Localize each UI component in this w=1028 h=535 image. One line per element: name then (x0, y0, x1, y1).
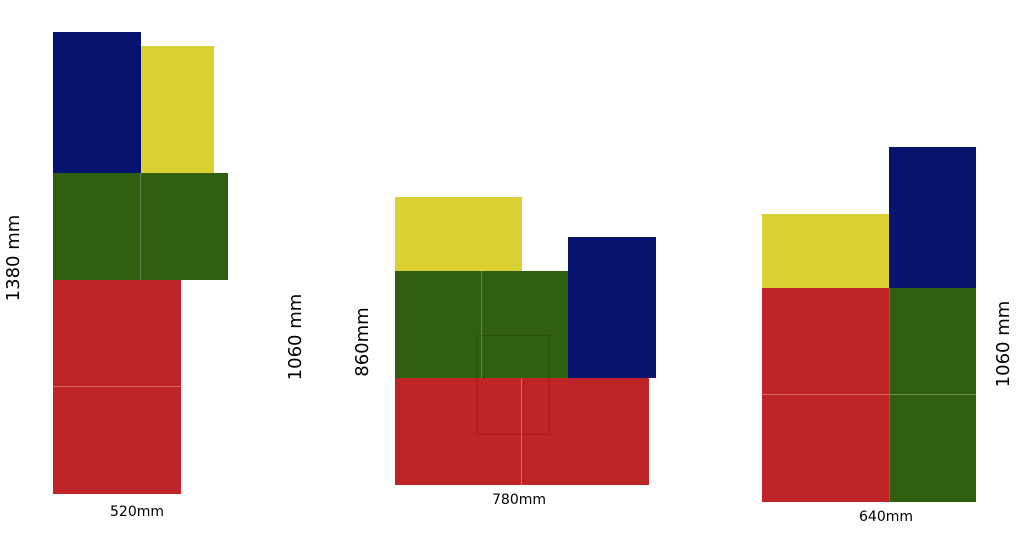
hidden-box-outline (477, 335, 550, 435)
height-label: 1380 mm (3, 214, 24, 302)
box-red (53, 280, 181, 387)
box-blue (53, 32, 141, 173)
box-green (482, 271, 568, 378)
box-blue (568, 237, 656, 378)
box-red (762, 395, 889, 502)
box-yellow (395, 197, 522, 271)
box-green (141, 173, 228, 280)
width-label: 640mm (859, 509, 913, 525)
box-blue (889, 147, 976, 288)
box-green (395, 271, 482, 378)
box-green (53, 173, 141, 280)
box-yellow (762, 214, 889, 288)
box-green (889, 395, 976, 502)
height-label: 860mm (352, 307, 373, 377)
width-label: 520mm (110, 504, 164, 520)
box-red (762, 288, 889, 395)
height-label: 1060 mm (993, 300, 1014, 388)
box-red (53, 387, 181, 494)
outer-height-label: 1060 mm (285, 293, 306, 381)
width-label: 780mm (492, 492, 546, 508)
box-red (522, 378, 649, 485)
box-red (395, 378, 522, 485)
box-yellow (141, 46, 214, 173)
box-green (889, 288, 976, 395)
